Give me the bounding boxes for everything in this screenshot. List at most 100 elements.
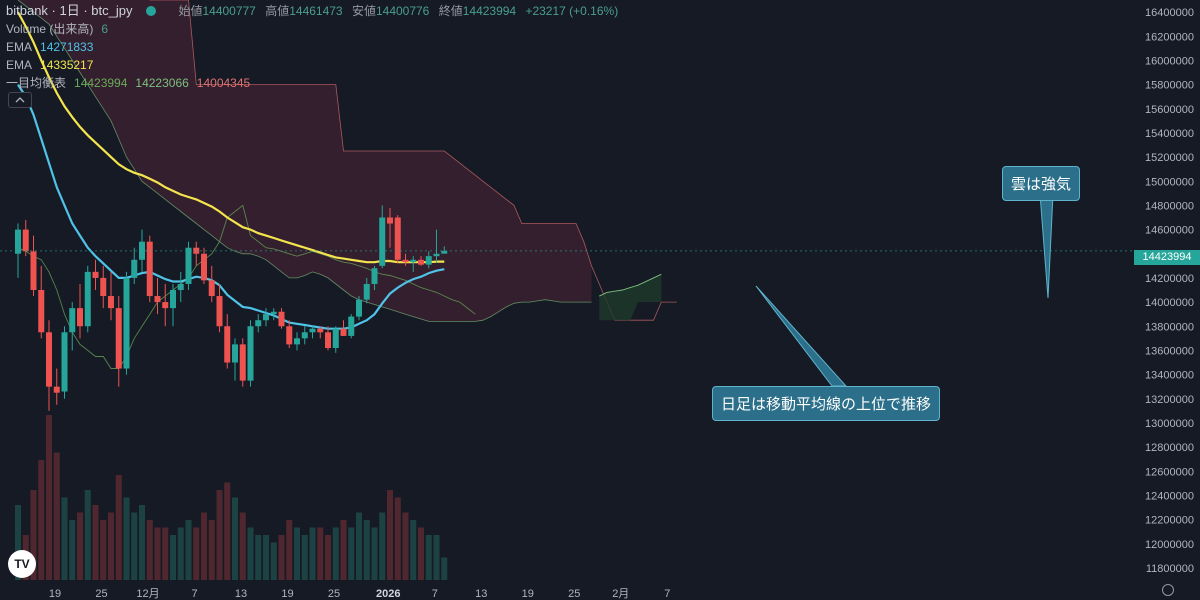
candle-body — [22, 229, 29, 252]
y-tick-label: 14800000 — [1145, 200, 1194, 212]
symbol-title[interactable]: bitbank · 1日 · btc_jpy — [6, 3, 133, 18]
x-tick-label: 19 — [281, 588, 293, 600]
candle-body — [201, 253, 207, 281]
candle-body — [410, 259, 417, 263]
candle-body — [270, 311, 277, 315]
y-tick-label: 14000000 — [1145, 297, 1194, 309]
symbol-row: bitbank · 1日 · btc_jpy 始値14400777 高値1446… — [6, 2, 624, 20]
volume-bar — [100, 520, 107, 580]
low-label: 安値 — [351, 4, 376, 18]
y-tick-label: 16200000 — [1145, 31, 1194, 43]
volume-bar — [379, 512, 386, 580]
ichimoku-cloud-bull — [599, 274, 662, 321]
x-tick-label: 7 — [664, 588, 670, 600]
volume-bar — [332, 527, 339, 580]
volume-bar — [325, 535, 331, 580]
candle-body — [332, 328, 339, 348]
ema2-value: 14335217 — [40, 58, 94, 72]
settings-gear-icon[interactable] — [1162, 584, 1174, 596]
ema2-label: EMA — [6, 58, 33, 72]
candle-body — [418, 259, 424, 265]
collapse-legend-button[interactable] — [8, 92, 32, 108]
candle-body — [348, 316, 355, 336]
y-tick-label: 11800000 — [1146, 563, 1194, 575]
candle-body — [255, 320, 262, 327]
candle-body — [394, 217, 401, 260]
y-tick-label: 15200000 — [1145, 152, 1194, 164]
volume-bar — [301, 535, 308, 580]
candle-body — [84, 271, 91, 327]
y-tick-label: 15800000 — [1145, 80, 1194, 92]
volume-bar — [317, 527, 324, 580]
volume-bar — [410, 520, 417, 580]
open-value: 14400777 — [202, 4, 256, 18]
volume-bar — [162, 527, 169, 580]
x-tick-label: 13 — [475, 588, 487, 600]
y-tick-label: 13000000 — [1145, 418, 1194, 430]
volume-bar — [340, 520, 347, 580]
volume-bar — [77, 512, 83, 580]
volume-label: Volume (出来高) — [6, 22, 94, 36]
tradingview-logo-icon[interactable]: TV — [8, 550, 36, 578]
ohlc-values: 始値14400777 高値14461473 安値14400776 終値14423… — [178, 2, 624, 20]
x-tick-label: 2月 — [612, 588, 629, 600]
candle-body — [433, 253, 440, 257]
candle-body — [162, 302, 169, 309]
candle-body — [247, 326, 254, 381]
market-status-dot-icon — [146, 6, 157, 16]
x-tick-label: 2026 — [376, 588, 400, 600]
volume-legend-row[interactable]: Volume (出来高) 6 — [6, 20, 624, 38]
candle-body — [53, 386, 60, 393]
ichimoku-span-a-future — [599, 273, 662, 297]
candle-body — [317, 328, 324, 333]
candle-body — [108, 296, 114, 309]
ichimoku-span-b — [149, 0, 677, 321]
candle-body — [139, 241, 145, 260]
candle-body — [115, 308, 122, 369]
chevron-up-icon — [15, 97, 25, 103]
callout-cloud-pointer — [1039, 193, 1054, 299]
y-tick-label: 13200000 — [1145, 394, 1194, 406]
candle-body — [123, 277, 130, 369]
volume-bar — [177, 527, 184, 580]
ema1-legend-row[interactable]: EMA 14271833 — [6, 38, 624, 56]
candle-body — [61, 332, 68, 392]
callout-cloud: 雲は強気 — [1002, 166, 1081, 201]
volume-bar — [170, 535, 176, 580]
candle-body — [38, 290, 45, 333]
volume-bar — [247, 527, 254, 580]
y-tick-label: 12800000 — [1145, 442, 1194, 454]
ichimoku-legend-row[interactable]: 一目均衡表 14423994 14223066 14004345 — [6, 74, 624, 92]
volume-bar — [38, 460, 45, 580]
candle-body — [30, 251, 37, 290]
volume-bar — [53, 452, 60, 580]
volume-bar — [356, 512, 362, 580]
candle-body — [216, 296, 223, 327]
x-tick-label: 19 — [522, 588, 534, 600]
candle-body — [177, 283, 184, 290]
ema2-legend-row[interactable]: EMA 14335217 — [6, 56, 624, 74]
candle-body — [294, 338, 300, 345]
candle-body — [232, 344, 238, 363]
candle-body — [224, 326, 231, 363]
candle-body — [170, 290, 176, 309]
candle-body — [131, 259, 138, 278]
volume-bar — [69, 520, 76, 580]
volume-bar — [61, 497, 68, 580]
volume-bar — [387, 490, 393, 580]
candle-body — [286, 326, 293, 345]
candle-body — [325, 332, 331, 348]
candle-body — [363, 283, 370, 300]
candle-body — [441, 250, 448, 254]
high-value: 14461473 — [289, 4, 343, 18]
last-price-tag: 14423994 — [1134, 250, 1200, 265]
ema1-value: 14271833 — [40, 40, 94, 54]
volume-bar — [433, 535, 440, 580]
y-tick-label: 14200000 — [1145, 273, 1194, 285]
volume-bar — [139, 505, 145, 580]
y-tick-label: 12000000 — [1145, 539, 1194, 551]
volume-bar — [115, 475, 122, 580]
y-tick-label: 15000000 — [1145, 176, 1194, 188]
x-tick-label: 7 — [432, 588, 438, 600]
